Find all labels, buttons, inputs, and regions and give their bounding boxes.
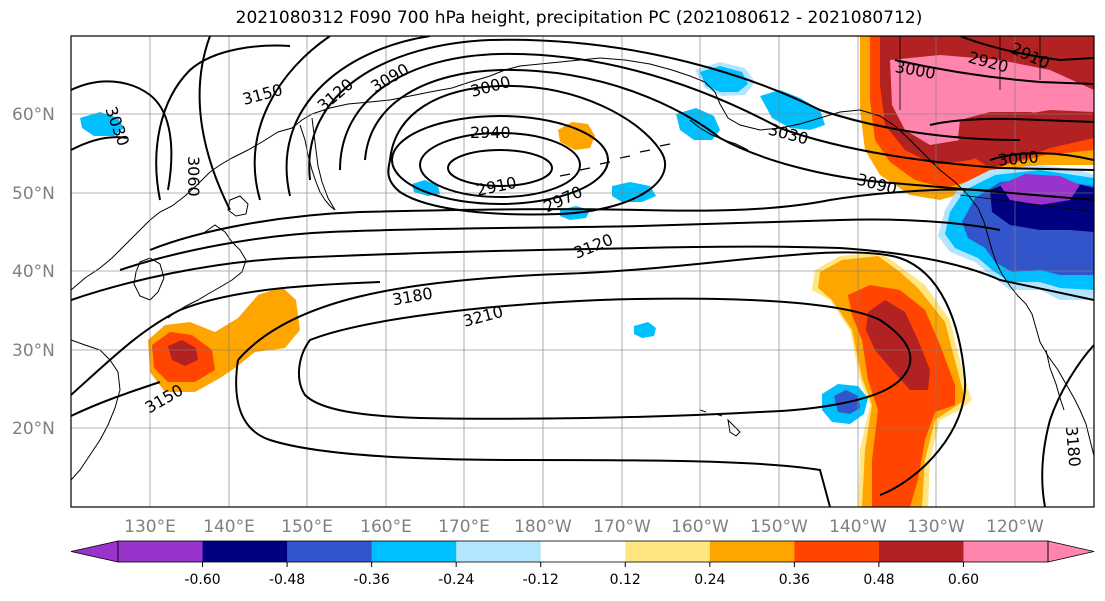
colorbar-tick-label: -0.36 (354, 572, 390, 588)
lon-label: 170°E (438, 517, 490, 537)
contour-label: 3000 (997, 147, 1039, 169)
lat-label: 60°N (12, 105, 55, 125)
colorbar-swatch (878, 541, 964, 562)
lon-label: 150°E (281, 517, 333, 537)
contour-label: 2940 (470, 123, 511, 142)
colorbar-tick-label: -0.12 (523, 572, 559, 588)
lat-label: 50°N (12, 184, 55, 204)
height-contours (71, 36, 1094, 507)
colorbar-swatch (118, 541, 204, 562)
precip-anomaly-positive-small (558, 122, 595, 150)
colorbar-extend-min (70, 540, 119, 563)
colorbar-swatch (625, 541, 711, 562)
map-title: 2021080312 F090 700 hPa height, precipit… (235, 8, 923, 28)
colorbar-tick-label: -0.60 (184, 572, 220, 588)
colorbar-tick-label: 0.36 (779, 572, 810, 588)
colorbar-tick-label: -0.48 (269, 572, 305, 588)
lon-label: 140°W (829, 517, 887, 537)
colorbar-tick-label: 0.60 (948, 572, 979, 588)
colorbar-extend-max (1047, 540, 1095, 563)
colorbar-tick-label: 0.48 (863, 572, 894, 588)
colorbar-swatch (287, 541, 373, 562)
lon-label: 150°W (750, 517, 808, 537)
lon-label: 120°W (986, 517, 1044, 537)
lon-label: 160°E (360, 517, 412, 537)
map-frame (70, 35, 1095, 508)
contour-label: 3180 (1062, 425, 1084, 467)
lon-label: 140°E (203, 517, 255, 537)
lon-label: 180°W (514, 517, 572, 537)
colorbar-swatch (794, 541, 880, 562)
lon-label: 160°W (671, 517, 729, 537)
colorbar-frame (117, 540, 1049, 563)
contour-label: 3060 (184, 156, 203, 197)
colorbar-swatch (540, 541, 626, 562)
lat-label: 40°N (12, 262, 55, 282)
colorbar-swatch (371, 541, 457, 562)
colorbar-swatch (709, 541, 795, 562)
colorbar-tick-label: 0.24 (694, 572, 725, 588)
colorbar-tick-label: 0.12 (610, 572, 641, 588)
lon-label: 170°W (593, 517, 651, 537)
latitude-labels: 60°N 50°N 40°N 30°N 20°N (12, 105, 55, 439)
colorbar-swatch (456, 541, 542, 562)
longitude-labels: 130°E 140°E 150°E 160°E 170°E 180°W 170°… (124, 517, 1044, 537)
colorbar-swatch (963, 541, 1049, 562)
colorbar-swatch (202, 541, 288, 562)
colorbar: -0.60 -0.48 -0.36 -0.24 -0.12 0.12 0.24 0.36 0.4… (70, 540, 1095, 588)
lat-label: 30°N (12, 341, 55, 361)
lat-label: 20°N (12, 419, 55, 439)
colorbar-tick-label: -0.24 (438, 572, 474, 588)
lon-label: 130°E (124, 517, 176, 537)
lon-label: 130°W (907, 517, 965, 537)
